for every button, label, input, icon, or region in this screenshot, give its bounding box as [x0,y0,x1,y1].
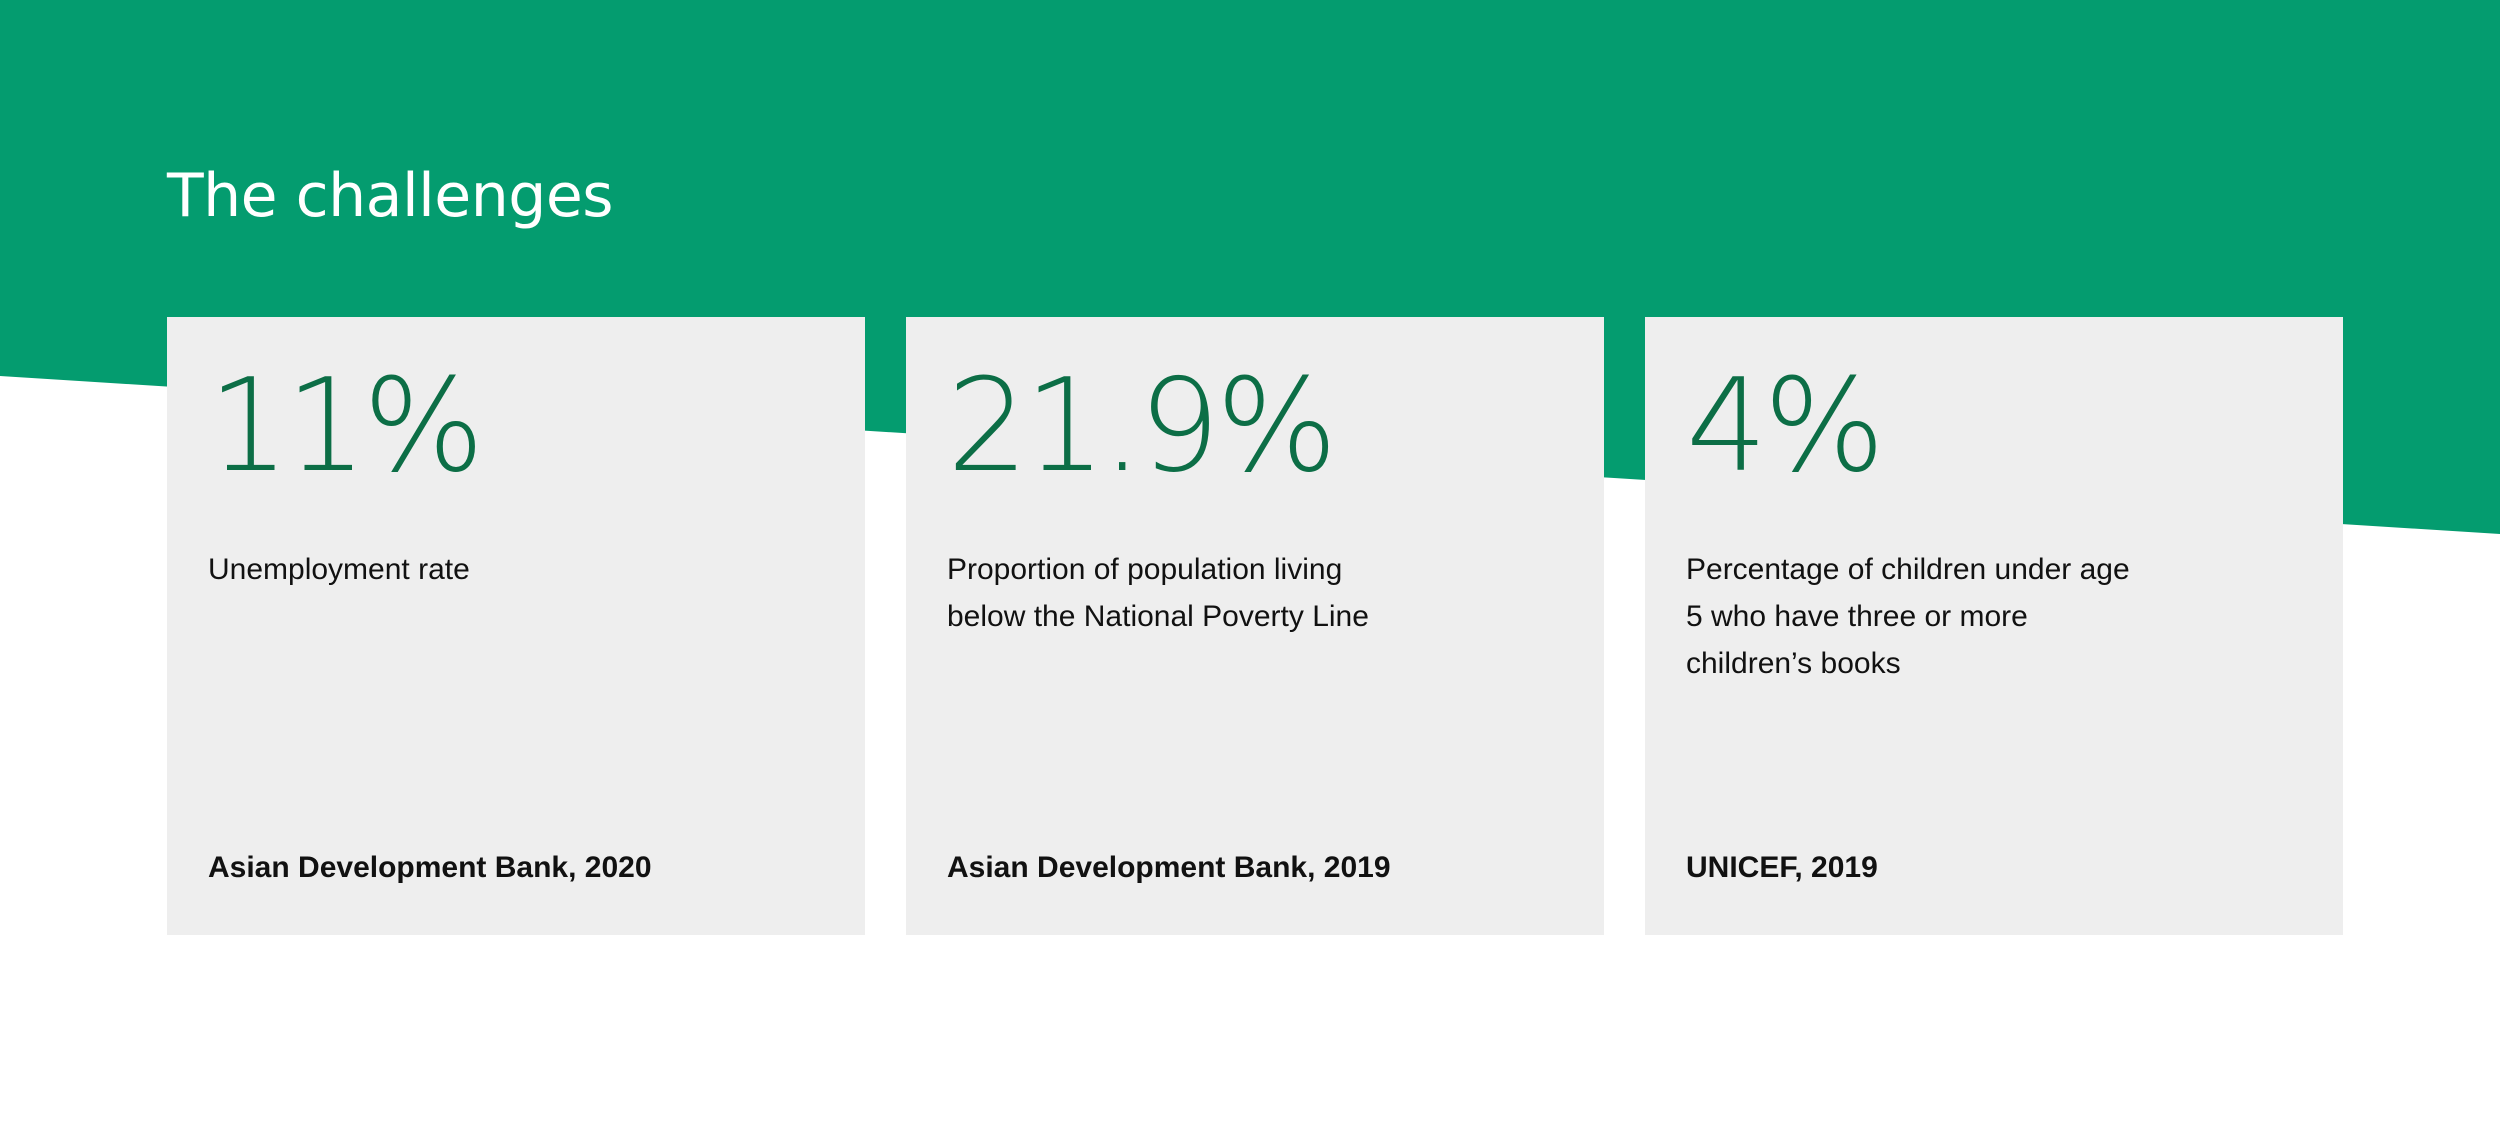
stat-card-poverty: 21.9% Proportion of population living be… [906,317,1604,935]
stat-label: Proportion of population living below th… [947,553,1369,633]
stat-value: 21.9% [947,352,1338,501]
section-title: The challenges [167,161,614,231]
stat-card-list: 11% Unemployment rate Asian Development … [167,317,2344,935]
stat-source: UNICEF, 2019 [1686,851,1878,884]
stat-card-childrens-books: 4% Percentage of children under age 5 wh… [1645,317,2343,935]
stat-value: 11% [208,352,484,501]
stat-source: Asian Development Bank, 2019 [947,851,1391,884]
stat-value: 4% [1686,352,1885,501]
stat-label: Unemployment rate [208,553,470,586]
stat-source: Asian Development Bank, 2020 [208,851,652,884]
stat-label: Percentage of children under age 5 who h… [1686,553,2130,680]
stat-card-unemployment: 11% Unemployment rate Asian Development … [167,317,865,935]
